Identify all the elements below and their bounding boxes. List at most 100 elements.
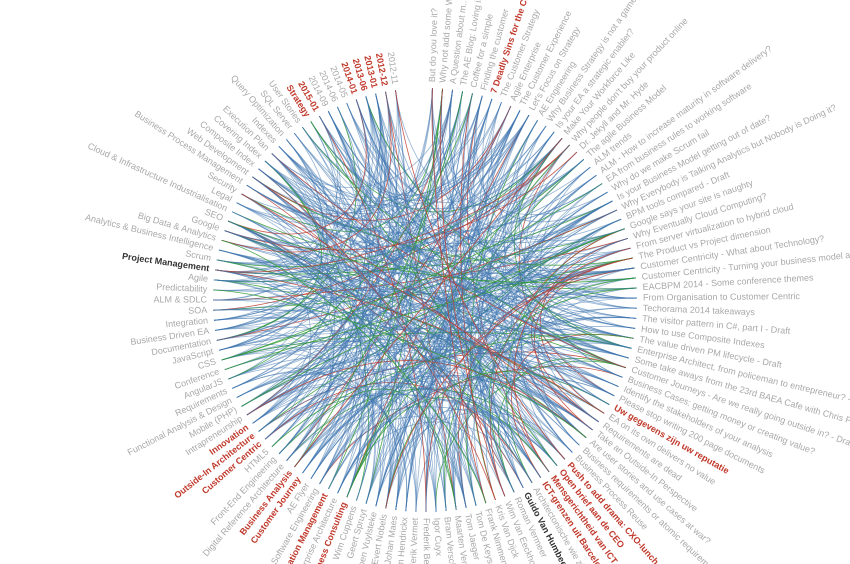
link	[439, 88, 506, 497]
link	[246, 115, 530, 229]
link	[218, 249, 533, 484]
link	[216, 166, 591, 266]
link	[415, 115, 530, 512]
link	[221, 89, 453, 361]
node-label[interactable]: Wim Hendrickx	[394, 516, 409, 564]
link	[215, 174, 597, 274]
link	[213, 289, 587, 439]
link	[327, 111, 467, 509]
link	[213, 228, 625, 311]
link	[449, 98, 493, 509]
link	[355, 99, 547, 204]
node-label[interactable]: Frederik Vermet	[407, 517, 420, 564]
node-label[interactable]: Frederik Bernaerts	[422, 518, 432, 564]
node-label[interactable]: Scrum	[185, 248, 212, 263]
link	[395, 144, 570, 511]
link	[271, 153, 599, 423]
link	[221, 352, 467, 509]
link	[319, 111, 374, 485]
link	[460, 346, 629, 509]
link	[515, 174, 597, 439]
link	[365, 96, 437, 512]
link	[252, 106, 368, 424]
link	[480, 131, 555, 493]
link	[286, 139, 357, 489]
link	[218, 102, 502, 351]
link	[218, 176, 323, 351]
link	[236, 98, 493, 219]
link	[319, 115, 566, 460]
node-label[interactable]: Agile	[188, 272, 209, 284]
link	[346, 115, 530, 498]
link	[215, 269, 375, 504]
link	[346, 102, 636, 329]
link	[215, 269, 599, 423]
node-label[interactable]: SOA	[188, 305, 207, 316]
link	[310, 138, 563, 479]
link	[385, 257, 633, 509]
link	[337, 106, 627, 369]
link	[319, 388, 542, 485]
link	[258, 168, 345, 432]
link	[385, 371, 610, 509]
link	[258, 393, 558, 467]
link	[236, 202, 623, 378]
node-label[interactable]: But do you love it?	[427, 8, 440, 82]
link	[278, 95, 483, 199]
link	[258, 168, 634, 339]
link	[252, 176, 566, 460]
link	[252, 176, 524, 489]
link	[224, 183, 603, 370]
link	[215, 269, 374, 501]
link	[444, 183, 603, 511]
link	[479, 151, 578, 497]
node-label[interactable]: From Organisation to Customer Centric	[643, 291, 801, 302]
link	[216, 91, 389, 264]
link	[328, 257, 633, 489]
node-label[interactable]: Predictability	[156, 282, 208, 294]
link	[504, 120, 580, 446]
link	[328, 96, 380, 489]
links	[212, 88, 637, 512]
link	[221, 239, 629, 359]
link	[228, 220, 629, 359]
link	[221, 93, 381, 361]
link	[474, 95, 613, 223]
link	[425, 131, 555, 512]
link	[302, 159, 585, 474]
link	[431, 88, 585, 208]
node-label[interactable]: ALM & SDLC	[153, 294, 207, 304]
link	[478, 115, 530, 497]
link	[515, 120, 637, 309]
link	[540, 166, 623, 378]
link	[213, 279, 377, 504]
link	[252, 105, 512, 221]
link	[241, 193, 573, 453]
node-label[interactable]: 2012-11	[386, 51, 400, 84]
link	[310, 93, 390, 479]
link	[489, 287, 637, 493]
link	[302, 126, 637, 309]
node-label[interactable]: Techorama 2014 takeaways	[643, 303, 756, 317]
link	[327, 111, 371, 494]
link	[431, 88, 487, 504]
node-label[interactable]: Integration	[165, 315, 208, 329]
link	[221, 131, 555, 251]
link	[221, 239, 487, 504]
link	[337, 106, 599, 423]
link	[337, 106, 550, 473]
link	[302, 105, 512, 474]
link	[286, 88, 443, 461]
link	[523, 144, 599, 423]
link	[228, 220, 636, 284]
link	[232, 193, 332, 389]
node-label[interactable]: Igor Cuyx	[432, 517, 444, 556]
link	[310, 99, 372, 479]
link	[293, 132, 550, 473]
link	[271, 89, 453, 188]
link	[385, 90, 408, 509]
link	[221, 91, 392, 253]
link	[346, 102, 610, 405]
link	[224, 230, 533, 484]
link	[224, 230, 599, 423]
